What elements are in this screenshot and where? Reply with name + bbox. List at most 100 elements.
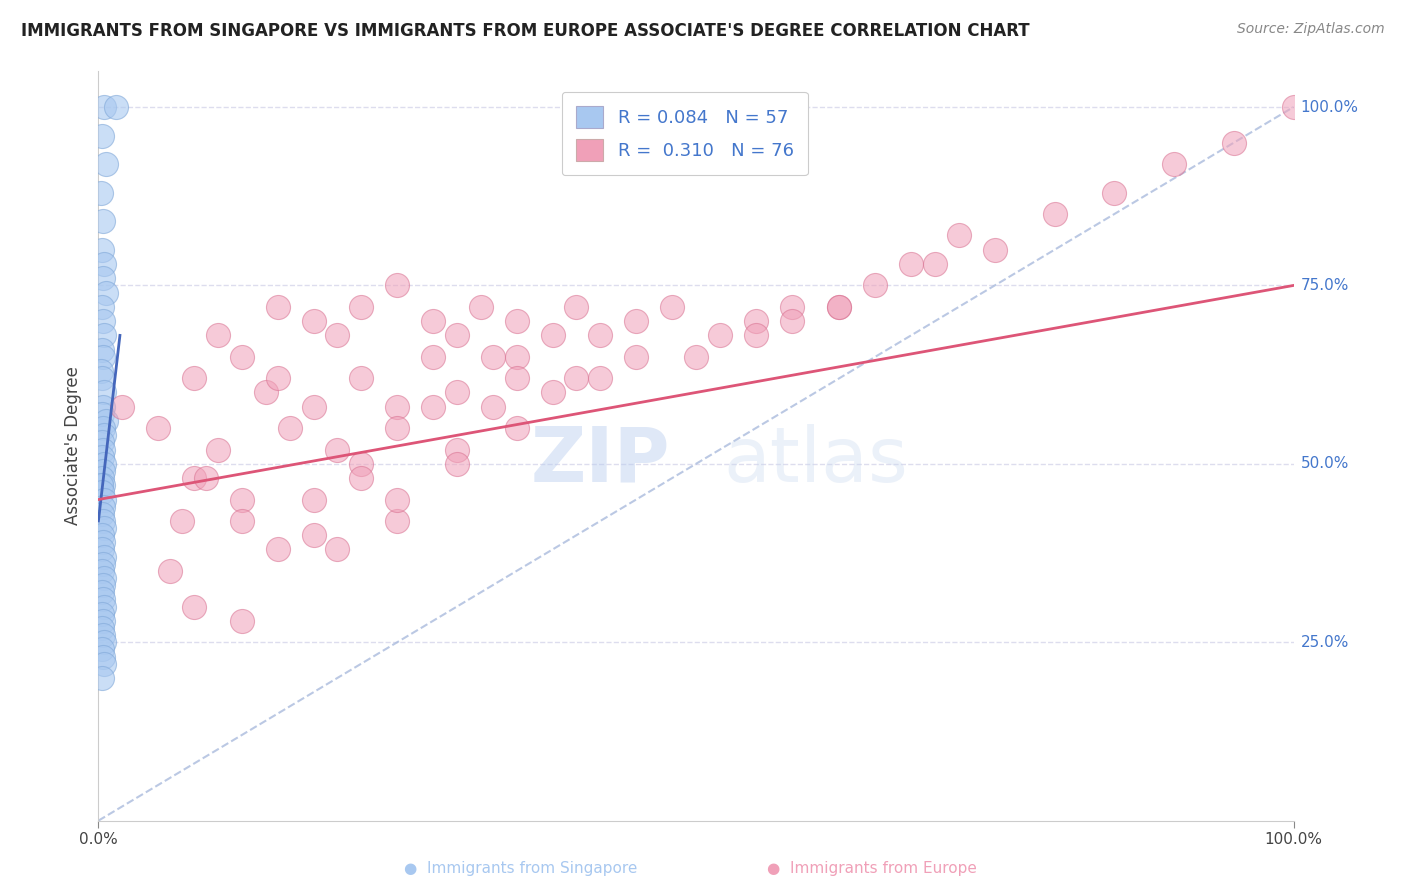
Point (91, 621, 114, 635)
Point (1163, 157, 1185, 171)
Point (780, 314, 803, 328)
Point (91, 607, 114, 621)
Point (91, 214, 114, 228)
Point (183, 471, 205, 485)
Point (91, 464, 114, 478)
Point (93, 599, 115, 614)
Point (94, 414, 117, 428)
Point (91, 671, 114, 685)
Point (91, 507, 114, 521)
Point (685, 350, 707, 364)
Point (422, 400, 444, 414)
Point (326, 442, 349, 457)
Point (385, 278, 409, 293)
Point (91, 500, 114, 514)
Point (90, 186, 112, 200)
Point (93, 492, 115, 507)
Point (506, 314, 529, 328)
Point (94, 285, 117, 300)
Point (446, 457, 468, 471)
Point (93, 257, 115, 271)
Point (148, 421, 170, 435)
Point (709, 328, 731, 343)
Point (780, 300, 803, 314)
Point (900, 257, 922, 271)
Point (93, 457, 115, 471)
Point (422, 350, 444, 364)
Point (506, 350, 529, 364)
Point (207, 328, 229, 343)
Point (506, 421, 529, 435)
Point (1223, 136, 1246, 150)
Point (91, 371, 114, 385)
Point (865, 278, 887, 293)
Point (385, 492, 409, 507)
Point (267, 542, 290, 557)
Point (91, 407, 114, 421)
Point (94, 157, 117, 171)
Point (195, 471, 218, 485)
Point (231, 614, 253, 628)
Point (385, 400, 409, 414)
Point (302, 400, 325, 414)
Text: atlas: atlas (723, 424, 908, 498)
Point (948, 228, 970, 243)
Point (93, 385, 115, 400)
Text: IMMIGRANTS FROM SINGAPORE VS IMMIGRANTS FROM EUROPE ASSOCIATE'S DEGREE CORRELATI: IMMIGRANTS FROM SINGAPORE VS IMMIGRANTS … (21, 22, 1029, 40)
Point (541, 328, 564, 343)
Point (350, 371, 373, 385)
Point (93, 328, 115, 343)
Text: Source: ZipAtlas.com: Source: ZipAtlas.com (1237, 22, 1385, 37)
Point (565, 371, 588, 385)
Point (350, 471, 373, 485)
Point (91, 450, 114, 464)
Point (828, 300, 851, 314)
Point (93, 100, 115, 114)
Point (1043, 207, 1066, 221)
Point (446, 442, 468, 457)
Point (91, 350, 114, 364)
Point (254, 385, 277, 400)
Text: 50.0%: 50.0% (1301, 457, 1348, 471)
Point (326, 542, 349, 557)
Point (828, 300, 851, 314)
Point (626, 350, 648, 364)
Point (93, 428, 115, 442)
Point (231, 514, 253, 528)
Point (745, 328, 768, 343)
Point (626, 314, 648, 328)
Point (745, 314, 768, 328)
Point (183, 599, 205, 614)
Point (93, 657, 115, 671)
Text: 100.0%: 100.0% (1301, 100, 1358, 114)
Point (105, 100, 128, 114)
Point (91, 442, 114, 457)
Point (91, 585, 114, 599)
Point (91, 485, 114, 500)
Point (924, 257, 946, 271)
Point (589, 328, 612, 343)
Point (93, 571, 115, 585)
Point (446, 328, 468, 343)
Point (91, 535, 114, 549)
Point (91, 542, 114, 557)
Point (446, 385, 468, 400)
Y-axis label: Associate's Degree: Associate's Degree (65, 367, 83, 525)
Point (91, 628, 114, 642)
Point (267, 371, 290, 385)
Point (183, 371, 205, 385)
Point (267, 300, 290, 314)
Point (91, 400, 114, 414)
Point (350, 300, 373, 314)
Text: 75.0%: 75.0% (1301, 278, 1348, 293)
Point (91, 128, 114, 143)
Point (207, 442, 229, 457)
Point (91, 578, 114, 592)
Point (111, 400, 134, 414)
Point (482, 400, 505, 414)
Point (470, 300, 492, 314)
Point (91, 564, 114, 578)
Point (90, 364, 112, 378)
Point (422, 314, 444, 328)
Point (506, 371, 529, 385)
